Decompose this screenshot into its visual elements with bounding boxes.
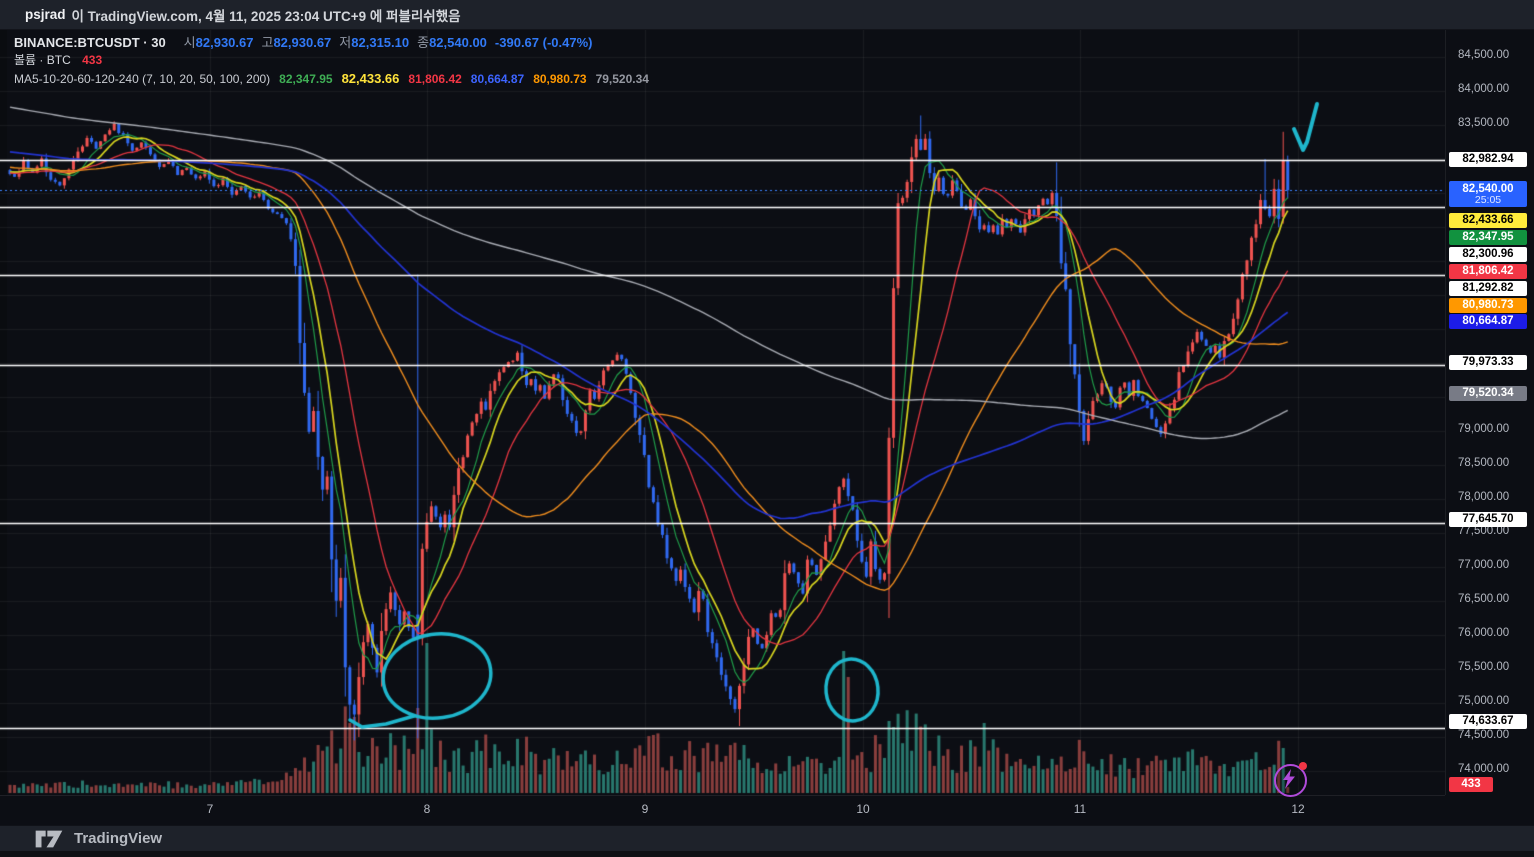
tradingview-brand-text[interactable]: TradingView [74,830,163,847]
tradingview-logo-icon[interactable] [34,829,64,849]
high-value: 82,930.67 [273,35,332,50]
high-label: 고 [261,35,274,50]
time-axis-label: 11 [1073,802,1087,816]
price-axis-label: 74,000.00 [1458,763,1510,775]
price-level-badge: 79,973.33 [1449,354,1527,370]
bottom-strip [0,851,1534,857]
price-level-badge: 82,300.96 [1449,246,1527,262]
time-axis-label: 9 [641,802,649,816]
volume-value: 433 [82,53,103,67]
ma10-value: 82,433.66 [341,71,400,86]
lightning-bolt-icon [1283,769,1295,789]
price-level-badge: 80,980.73 [1449,297,1527,313]
price-level-badge: 77,645.70 [1449,511,1527,527]
ma50-value: 80,980.73 [533,72,587,86]
ma100-value: 80,664.87 [470,72,525,86]
time-axis-label: 10 [856,802,870,816]
price-axis-label: 75,500.00 [1458,661,1510,673]
volume-legend-row: 볼륨 · BTC 433 [14,52,649,69]
price-level-badge: 80,664.87 [1449,313,1527,329]
current-price-badge: 82,540.00 25:05 [1449,181,1527,207]
publish-bar: psjrad 이 TradingView.com, 4월 11, 2025 23… [0,0,1534,30]
chart-legend: BINANCE:BTCUSDT · 30 시82,930.67 고82,930.67… [14,34,649,88]
publish-info-text: 이 TradingView.com, 4월 11, 2025 23:04 UTC… [71,8,461,24]
price-level-badge: 82,433.66 [1449,212,1527,228]
open-value: 82,930.67 [195,35,254,50]
price-axis-label: 84,000.00 [1458,83,1510,95]
close-value: 82,540.00 [429,35,487,50]
price-level-badge: 81,292.82 [1449,280,1527,296]
price-axis-label: 77,500.00 [1458,525,1510,537]
time-axis-label: 12 [1291,802,1305,816]
price-level-badge: 81,806.42 [1449,263,1527,279]
price-level-badge: 82,347.95 [1449,229,1527,245]
ma20-value: 81,806.42 [408,72,462,86]
price-axis-label: 79,000.00 [1458,423,1510,435]
price-axis-label: 74,500.00 [1458,729,1510,741]
ma7-value: 82,347.95 [279,72,333,86]
time-axis-label: 7 [206,802,214,816]
close-label: 종 [417,35,430,50]
price-axis-label: 76,000.00 [1458,627,1510,639]
price-chart-canvas[interactable] [0,30,1445,795]
price-axis-label: 78,500.00 [1458,457,1510,469]
symbol-legend-row: BINANCE:BTCUSDT · 30 시82,930.67 고82,930.67… [14,34,649,51]
ma200-value: 79,520.34 [595,72,649,86]
marker-notification-dot [1299,762,1307,770]
time-axis-label: 8 [423,802,431,816]
low-label: 저 [339,35,352,50]
ma-indicator-title: MA5-10-20-60-120-240 (7, 10, 20, 50, 100… [14,72,271,86]
footer-bar: TradingView [0,825,1534,851]
price-axis-label: 77,000.00 [1458,559,1510,571]
price-axis-label: 76,500.00 [1458,593,1510,605]
ma-legend-row: MA5-10-20-60-120-240 (7, 10, 20, 50, 100… [14,70,649,88]
symbol-title: BINANCE:BTCUSDT · 30 [14,35,166,50]
price-level-badge: 433 [1449,776,1493,792]
price-level-badge: 74,633.67 [1449,713,1527,729]
price-axis[interactable]: 84,500.00 84,000.00 83,500.00 79,000.00 78,5… [1445,30,1534,795]
price-axis-label: 84,500.00 [1458,49,1510,61]
bar-countdown: 25:05 [1474,193,1502,206]
price-axis-label: 75,000.00 [1458,695,1510,707]
price-level-badge: 82,982.94 [1449,151,1527,167]
price-axis-label: 78,000.00 [1458,491,1510,503]
time-axis[interactable]: 7 8 9 10 11 12 [0,795,1445,826]
price-level-badge: 79,520.34 [1449,385,1527,401]
volume-indicator-title: 볼륨 · BTC [14,53,71,67]
change-value: -390.67 (-0.47%) [494,35,593,50]
lightning-marker-icon[interactable] [1274,762,1307,797]
chart-area: BINANCE:BTCUSDT · 30 시82,930.67 고82,930.67… [0,30,1534,826]
publisher-username: psjrad [25,7,66,22]
price-axis-label: 83,500.00 [1458,117,1510,129]
low-value: 82,315.10 [351,35,410,50]
open-label: 시 [183,35,196,50]
